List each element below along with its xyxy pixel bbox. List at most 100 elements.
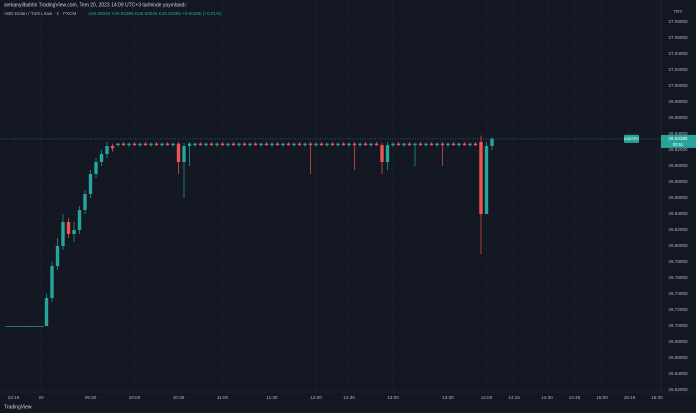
candle-body xyxy=(413,143,417,146)
candle-body xyxy=(462,143,467,146)
candle-body xyxy=(319,143,324,146)
candle-body xyxy=(72,230,76,234)
y-tick-label: 26.82000 xyxy=(668,227,688,232)
candle-body xyxy=(308,143,313,146)
candle-body xyxy=(231,143,236,146)
ohlc-legend: A26.93045 Y26.93385 D26.93045 K26.93385 … xyxy=(88,11,222,16)
candle-body xyxy=(418,143,423,146)
candle-body xyxy=(275,143,280,146)
candle-body xyxy=(270,143,274,146)
y-tick-label: 27.00000 xyxy=(668,83,688,88)
candle-body xyxy=(407,143,412,146)
y-tick-label: 26.78000 xyxy=(668,259,688,264)
candle-body xyxy=(116,143,120,146)
candle-body xyxy=(165,143,170,146)
candle-body xyxy=(215,143,219,146)
candle-body xyxy=(314,143,318,146)
candle-body xyxy=(281,143,285,146)
y-tick-label: 26.72000 xyxy=(668,307,688,312)
y-tick-label: 26.68000 xyxy=(668,339,688,344)
countdown-label: 00:51 xyxy=(673,142,684,147)
logo: TradingView xyxy=(4,404,32,410)
y-tick-label: 26.84000 xyxy=(668,211,688,216)
candle-body xyxy=(220,143,225,146)
candle-body xyxy=(204,143,208,146)
candle-body xyxy=(21,326,28,327)
candle-body xyxy=(182,146,186,162)
y-tick-label: 27.02000 xyxy=(668,67,688,72)
publisher-header: serkanyilbahtin TradingView.com, Tem 20,… xyxy=(4,2,186,8)
symbol-badge xyxy=(624,134,639,143)
y-tick-label: 27.08000 xyxy=(668,19,688,24)
y-tick-label: 26.90000 xyxy=(668,163,688,168)
candle-body xyxy=(160,143,164,146)
y-tick-label: 26.88000 xyxy=(668,179,688,184)
candle-body xyxy=(374,143,379,146)
candle-body xyxy=(473,143,478,146)
candle-body xyxy=(484,146,489,214)
candle-body xyxy=(77,210,82,230)
x-tick-label: 10:30 xyxy=(173,395,185,400)
currency-label: TRY xyxy=(673,9,682,14)
candle-body xyxy=(402,143,406,146)
candle-body xyxy=(10,326,17,327)
candle-body xyxy=(325,143,329,146)
candle-body xyxy=(121,143,126,146)
candle-body xyxy=(363,143,368,146)
candle-body xyxy=(44,298,49,326)
symbol-label: USDTRY xyxy=(624,137,640,141)
x-tick-label: 13:00 xyxy=(387,395,399,400)
candle-body xyxy=(187,143,192,146)
x-tick-label: 15:00 xyxy=(596,395,608,400)
x-tick-label: 13:30 xyxy=(442,395,454,400)
candle-body xyxy=(237,143,241,146)
candle-body xyxy=(253,143,258,146)
candle-body xyxy=(226,143,230,146)
candle-body xyxy=(176,143,181,162)
x-tick-label: 14:30 xyxy=(541,395,553,400)
x-tick-label: 15:15 xyxy=(624,395,636,400)
y-tick-label: 26.74000 xyxy=(668,291,688,296)
candle-body xyxy=(198,143,203,146)
candle-body xyxy=(396,143,401,146)
candle-body xyxy=(259,143,263,146)
y-tick-label: 27.04000 xyxy=(668,51,688,56)
candle-body xyxy=(209,143,214,146)
x-tick-label: 12:00 xyxy=(310,395,322,400)
candle-body xyxy=(66,222,71,234)
candle-body xyxy=(248,143,252,146)
candle-body xyxy=(99,154,104,162)
candle-body xyxy=(451,143,456,146)
y-tick-label: 26.96000 xyxy=(668,115,688,120)
candle-body xyxy=(38,326,44,327)
candle-body xyxy=(143,143,148,146)
candle-body xyxy=(352,143,357,146)
candle-body xyxy=(446,143,450,146)
candle-body xyxy=(297,143,302,146)
candle-body xyxy=(154,143,159,146)
candle-body xyxy=(468,143,472,146)
candle-body xyxy=(490,138,494,146)
candle-body xyxy=(55,246,60,266)
price-badge xyxy=(661,134,696,148)
y-tick-label: 26.86000 xyxy=(668,195,688,200)
y-tick-label: 26.80000 xyxy=(668,243,688,248)
candle-body xyxy=(391,143,395,146)
x-tick-label: 11:00 xyxy=(217,395,229,400)
y-tick-label: 26.66000 xyxy=(668,355,688,360)
candle-body xyxy=(286,143,291,146)
candle-body xyxy=(193,143,197,146)
candle-body xyxy=(336,143,340,146)
x-tick-label: 14:00 xyxy=(481,395,493,400)
candle-body xyxy=(110,146,115,149)
candles xyxy=(5,135,494,327)
candle-body xyxy=(171,143,175,146)
candle-body xyxy=(27,326,33,327)
y-tick-label: 27.06000 xyxy=(668,35,688,40)
x-tick-label: 11:30 xyxy=(266,395,278,400)
candle-body xyxy=(292,143,296,146)
candle-body xyxy=(105,146,109,154)
candle-body xyxy=(341,143,346,146)
y-tick-label: 26.98000 xyxy=(668,99,688,104)
